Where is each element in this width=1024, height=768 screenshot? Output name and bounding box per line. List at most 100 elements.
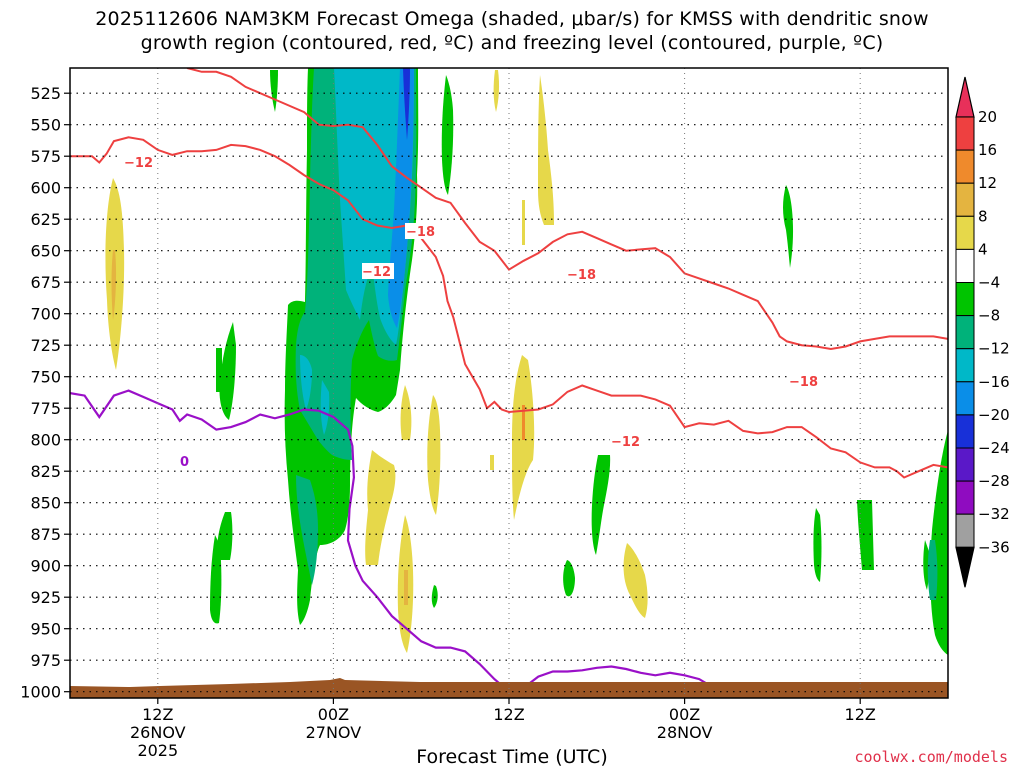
x-tick-label: 2025 bbox=[137, 741, 178, 760]
svg-text:−12: −12 bbox=[611, 435, 640, 450]
colorbar-label: 12 bbox=[978, 174, 997, 192]
x-tick-label: 12Z bbox=[142, 705, 173, 724]
colorbar-label: −8 bbox=[978, 307, 1000, 325]
y-tick-label: 675 bbox=[30, 273, 61, 292]
freezing-level-label: 0 bbox=[178, 452, 192, 470]
colorbar-label: −32 bbox=[978, 505, 1010, 523]
omega-positive-region bbox=[365, 450, 396, 565]
dgz-label: −12 bbox=[610, 433, 644, 450]
colorbar-segment bbox=[955, 381, 975, 416]
svg-text:0: 0 bbox=[180, 455, 189, 470]
svg-text:−18: −18 bbox=[789, 375, 818, 390]
omega-positive-core bbox=[404, 570, 408, 605]
dgz-contour-minus12 bbox=[70, 136, 948, 479]
y-tick-label: 875 bbox=[30, 525, 61, 544]
omega-negative-strong bbox=[320, 380, 330, 435]
y-tick-label: 900 bbox=[30, 557, 61, 576]
colorbar-segment bbox=[955, 248, 975, 283]
omega-negative-region bbox=[219, 322, 236, 420]
colorbar-segment bbox=[955, 315, 975, 350]
y-tick-label: 625 bbox=[30, 210, 61, 229]
y-axis: 525 550 575 600 625 650 675 700 725 750 775 800 825 8… bbox=[20, 84, 70, 702]
plot-area bbox=[70, 68, 948, 698]
omega-positive-core bbox=[111, 250, 117, 320]
colorbar-segment bbox=[955, 149, 975, 184]
freezing-level-contour-0 bbox=[70, 389, 722, 696]
colorbar-segment bbox=[955, 116, 975, 151]
y-tick-label: 850 bbox=[30, 494, 61, 513]
omega-positive-region bbox=[522, 200, 525, 245]
omega-negative-region bbox=[563, 560, 575, 597]
omega-negative-region bbox=[783, 185, 794, 268]
colorbar-label: −4 bbox=[978, 274, 1000, 292]
omega-negative-region bbox=[270, 70, 278, 112]
colorbar-label: 20 bbox=[978, 108, 997, 126]
omega-negative-region bbox=[210, 535, 222, 624]
omega-positive-region bbox=[427, 395, 441, 515]
omega-positive-region bbox=[490, 455, 494, 470]
colorbar-segment bbox=[955, 348, 975, 383]
colorbar-label: −20 bbox=[978, 406, 1010, 424]
omega-negative-region bbox=[813, 508, 822, 582]
colorbar-label: −28 bbox=[978, 472, 1010, 490]
colorbar-label: −24 bbox=[978, 439, 1010, 457]
x-tick-label: 27NOV bbox=[306, 723, 362, 742]
omega-negative-region bbox=[216, 348, 222, 392]
grid bbox=[70, 68, 948, 698]
x-tick-label: 28NOV bbox=[657, 723, 713, 742]
omega-negative-moderate bbox=[927, 540, 938, 600]
dgz-label: −12 bbox=[122, 154, 154, 171]
y-tick-label: 825 bbox=[30, 462, 61, 481]
y-tick-label: 725 bbox=[30, 336, 61, 355]
y-tick-label: 950 bbox=[30, 620, 61, 639]
omega-positive-core bbox=[522, 405, 525, 440]
omega-negative-region bbox=[591, 455, 611, 555]
omega-negative-moderate bbox=[296, 475, 318, 585]
contour-labels: −12 −18 −12 −18 −12 −18 0 bbox=[122, 154, 822, 470]
colorbar-segment bbox=[955, 215, 975, 250]
svg-text:−12: −12 bbox=[124, 156, 153, 171]
omega-positive-region bbox=[623, 543, 648, 618]
y-tick-label: 975 bbox=[30, 651, 61, 670]
svg-text:−18: −18 bbox=[406, 225, 435, 240]
y-tick-label: 650 bbox=[30, 242, 61, 261]
colorbar-segment bbox=[955, 182, 975, 217]
y-tick-label: 575 bbox=[30, 147, 61, 166]
dgz-label: −18 bbox=[566, 266, 600, 283]
x-tick-label: 12Z bbox=[493, 705, 524, 724]
colorbar-label: 16 bbox=[978, 141, 997, 159]
y-tick-label: 600 bbox=[30, 179, 61, 198]
y-tick-label: 525 bbox=[30, 84, 61, 103]
svg-text:−18: −18 bbox=[567, 268, 596, 283]
x-tick-label: 12Z bbox=[845, 705, 876, 724]
omega-positive-region bbox=[538, 75, 554, 225]
dgz-contours bbox=[70, 68, 948, 479]
colorbar-segment bbox=[955, 513, 975, 548]
colorbar-top-arrow bbox=[955, 76, 975, 118]
x-tick-label: 00Z bbox=[318, 705, 349, 724]
omega-negative-region bbox=[441, 75, 454, 195]
colorbar-label: −36 bbox=[978, 538, 1010, 556]
omega-negative-region bbox=[217, 512, 233, 560]
dgz-contour-minus18 bbox=[186, 68, 948, 351]
y-tick-label: 550 bbox=[30, 116, 61, 135]
y-tick-label: 750 bbox=[30, 368, 61, 387]
colorbar-segment bbox=[955, 480, 975, 515]
colorbar-segment bbox=[955, 414, 975, 449]
dgz-label: −12 bbox=[362, 263, 394, 280]
colorbar-segment bbox=[955, 282, 975, 317]
dgz-label: −18 bbox=[405, 223, 437, 240]
y-tick-label: 775 bbox=[30, 399, 61, 418]
colorbar: 20 16 12 8 4 −4 −8 −12 −16 −20 −24 −28 −32 −36 bbox=[955, 76, 1010, 588]
omega-negative-region bbox=[923, 540, 932, 590]
chart-title-line2: growth region (contoured, red, ºC) and f… bbox=[140, 32, 884, 54]
colorbar-bottom-arrow bbox=[955, 546, 975, 588]
x-axis-title: Forecast Time (UTC) bbox=[416, 746, 608, 768]
colorbar-label: 8 bbox=[978, 207, 988, 225]
omega-positive-region bbox=[400, 385, 412, 440]
y-tick-label: 800 bbox=[30, 431, 61, 450]
chart-title-line1: 2025112606 NAM3KM Forecast Omega (shaded… bbox=[95, 8, 929, 30]
omega-negative-region bbox=[431, 585, 438, 608]
omega-negative-region bbox=[857, 500, 874, 570]
